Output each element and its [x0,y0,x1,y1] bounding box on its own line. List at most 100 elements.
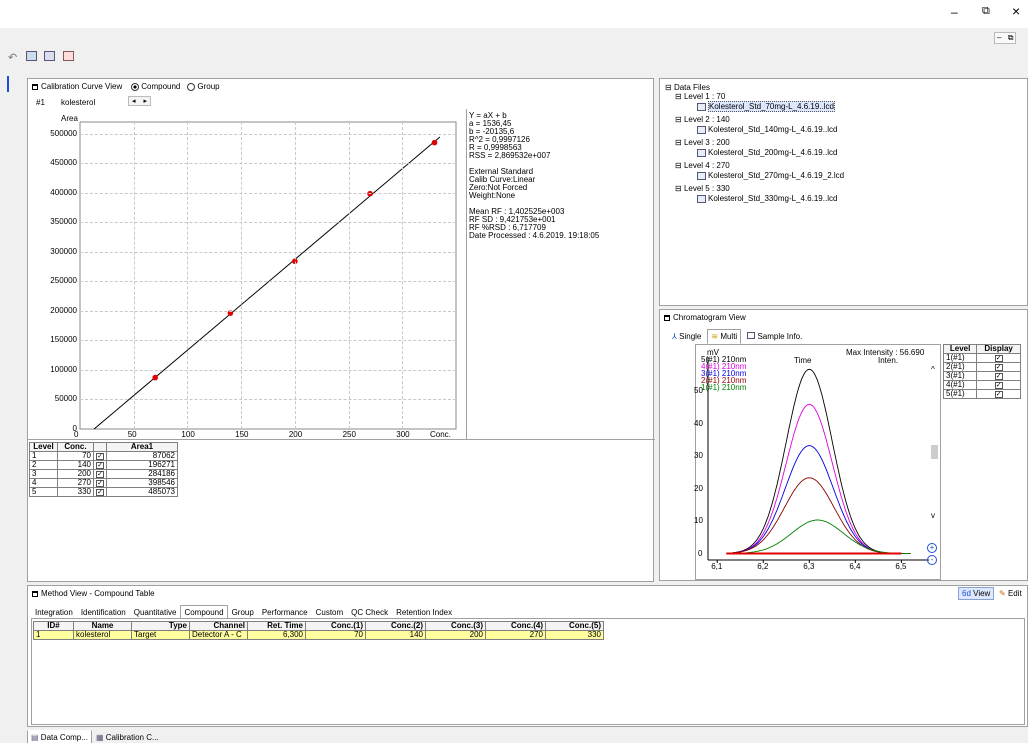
tab-data-comparison-label: Data Comp... [40,733,88,742]
method-tab-retention-index[interactable]: Retention Index [396,608,453,617]
method-edit-button[interactable]: ✎ Edit [997,588,1024,599]
use-cell[interactable]: ✓ [93,478,107,488]
checkbox-checked-icon[interactable]: ✓ [994,364,1003,371]
print-icon[interactable] [26,51,37,61]
compound-cell[interactable]: 270 [485,630,546,640]
level-node-label: Level 5 : 330 [683,184,730,193]
radio-compound[interactable]: Compound [131,82,180,91]
conc-cell[interactable]: 330 [57,487,94,497]
collapse-icon[interactable]: ⊟ [675,115,684,124]
file-node[interactable]: Kolesterol_Std_330mg-L_4.6.19..lcd [697,194,837,203]
compound-nav: ◂ ▸ [128,96,151,106]
chrom-y-tick: 10 [694,516,703,525]
scroll-up-icon[interactable]: ^ [931,365,935,374]
zoom-in-icon[interactable]: + [927,543,937,553]
chrom-display-cell[interactable]: ✓ [976,380,1021,390]
checkbox-checked-icon[interactable]: ✓ [96,471,104,478]
level-row[interactable]: 2 140 ✓ 196271 [29,460,178,470]
level-node[interactable]: ⊟ Level 5 : 330 [675,184,730,193]
collapse-icon[interactable]: ⊟ [675,92,684,101]
compound-cell[interactable]: 330 [545,630,604,640]
minimize-button[interactable]: – [951,5,958,19]
tab-data-comparison[interactable]: ▤ Data Comp... [27,730,92,743]
chrom-display-cell[interactable]: ✓ [976,362,1021,372]
lcd-file-icon [697,102,706,111]
method-tab-identification[interactable]: Identification [80,608,126,617]
file-node[interactable]: Kolesterol_Std_200mg-L_4.6.19..lcd [697,148,837,157]
checkbox-checked-icon[interactable]: ✓ [994,373,1003,380]
compound-cell[interactable]: 1 [33,630,74,640]
copy-icon[interactable] [63,51,74,61]
compound-cell[interactable]: Detector A - C [189,630,248,640]
file-node[interactable]: Kolesterol_Std_70mg-L_4.6.19..lcd [697,101,835,112]
tab-multi[interactable]: ≋ Multi [707,329,742,344]
level-node[interactable]: ⊟ Level 3 : 200 [675,138,730,147]
chrom-scrollbar[interactable]: ^ v [929,365,940,560]
chrom-display-cell[interactable]: ✓ [976,371,1021,381]
data-files-panel: ⊟ Data Files ⊟ Level 1 : 70 Kolesterol_St… [659,78,1028,306]
chrom-level-row[interactable]: 5(#1) ✓ [942,389,1021,399]
radio-group-label: Group [197,82,220,91]
scroll-down-icon[interactable]: v [931,511,935,520]
checkbox-checked-icon[interactable]: ✓ [96,489,104,496]
file-node-label: Kolesterol_Std_200mg-L_4.6.19..lcd [708,148,838,157]
close-button[interactable]: × [1012,3,1021,19]
level-table: Level Conc. Area1 1 70 ✓ 87062 2 140 ✓ 196271 3 2… [29,442,178,497]
y-tick-label: 100000 [50,364,77,374]
collapse-icon[interactable]: ⊟ [665,83,672,92]
tab-calibration-curve[interactable]: ▦ Calibration C... [92,730,163,743]
radio-group[interactable]: Group [187,82,220,91]
level-node[interactable]: ⊟ Level 2 : 140 [675,115,730,124]
info-line: Date Processed : 4.6.2019. 19:18:05 [469,231,600,240]
checkbox-checked-icon[interactable]: ✓ [994,355,1003,362]
method-tab-custom[interactable]: Custom [315,608,344,617]
tab-sample-info[interactable]: Sample Info. [743,329,806,344]
info-line: RF SD : 9,421753e+001 [469,215,556,224]
tab-single[interactable]: ⅄ Single [668,329,705,344]
prev-compound-button[interactable]: ◂ [132,98,136,105]
level-node[interactable]: ⊟ Level 4 : 270 [675,161,730,170]
compound-cell[interactable]: 140 [365,630,426,640]
checkbox-checked-icon[interactable]: ✓ [96,453,104,460]
scroll-thumb[interactable] [931,445,938,459]
x-tick-label: 50 [127,430,137,439]
sub-restore-button[interactable]: ⧉ [1007,33,1014,42]
use-cell[interactable]: ✓ [93,451,107,461]
use-cell[interactable]: ✓ [93,487,107,497]
method-tab-group[interactable]: Group [231,608,254,617]
method-tab-performance[interactable]: Performance [261,608,308,617]
zoom-out-icon[interactable]: - [927,555,937,565]
use-cell[interactable]: ✓ [93,469,107,479]
panel-icon [32,83,38,90]
sub-minimize-button[interactable]: – [997,33,1002,42]
chrom-display-cell[interactable]: ✓ [976,353,1021,363]
checkbox-checked-icon[interactable]: ✓ [994,391,1003,398]
undo-icon[interactable]: ↶ [8,52,18,64]
chrom-display-cell[interactable]: ✓ [976,389,1021,399]
method-tab-qc-check[interactable]: QC Check [351,608,389,617]
print-preview-icon[interactable] [44,51,55,61]
level-node[interactable]: ⊟ Level 1 : 70 [675,92,725,101]
collapse-icon[interactable]: ⊟ [675,138,684,147]
collapse-icon[interactable]: ⊟ [675,184,684,193]
compound-cell[interactable]: 6,300 [247,630,306,640]
use-cell[interactable]: ✓ [93,460,107,470]
checkbox-checked-icon[interactable]: ✓ [994,382,1003,389]
method-tab-integration[interactable]: Integration [35,608,73,617]
info-line: Weight:None [469,191,516,200]
compound-cell[interactable]: kolesterol [73,630,132,640]
compound-cell[interactable]: 70 [305,630,366,640]
file-node[interactable]: Kolesterol_Std_140mg-L_4.6.19..lcd [697,125,837,134]
collapse-icon[interactable]: ⊟ [675,161,684,170]
file-node[interactable]: Kolesterol_Std_270mg-L_4.6.19_2.lcd [697,171,844,180]
next-compound-button[interactable]: ▸ [143,98,147,105]
method-view-button[interactable]: 6d View [958,587,995,600]
data-files-root[interactable]: ⊟ Data Files [665,83,710,92]
method-tab-quantitative[interactable]: Quantitative [133,608,177,617]
checkbox-checked-icon[interactable]: ✓ [96,462,104,469]
checkbox-checked-icon[interactable]: ✓ [96,480,104,487]
level-row[interactable]: 5 330 ✓ 485073 [29,487,178,497]
compound-cell[interactable]: 200 [425,630,486,640]
restore-button[interactable]: ⧉ [982,5,990,17]
compound-cell[interactable]: Target [131,630,190,640]
